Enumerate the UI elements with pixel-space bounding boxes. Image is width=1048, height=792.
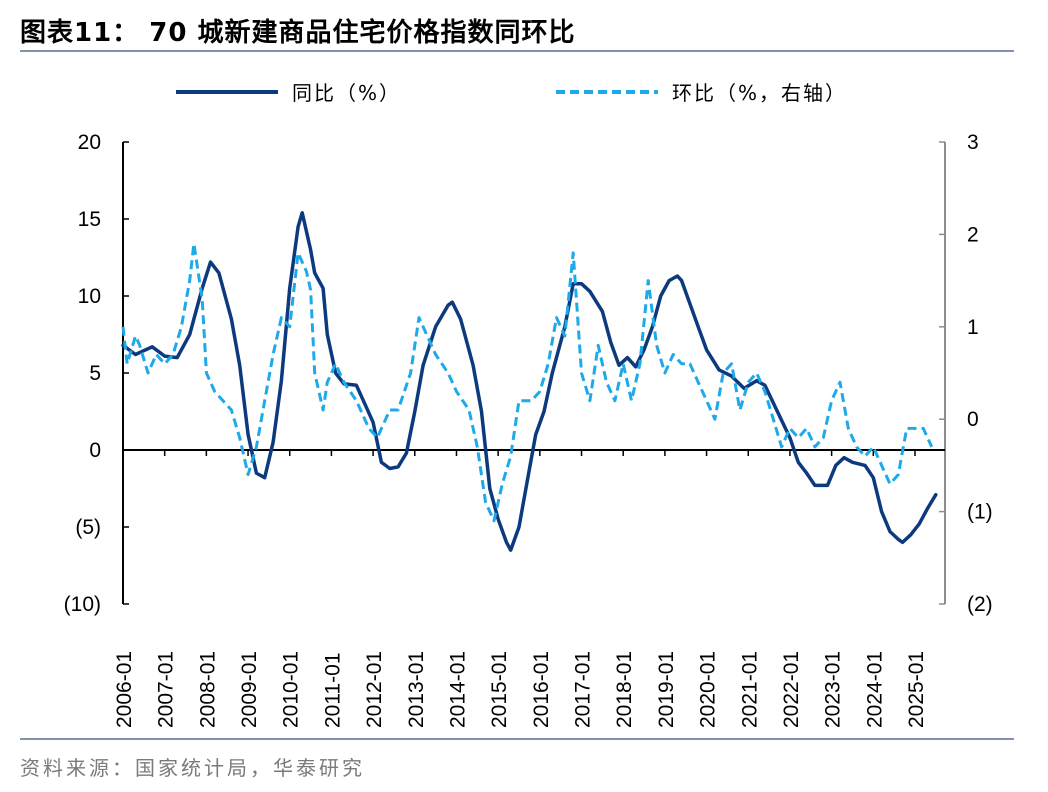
x-axis-tick-label: 2016-01 [530,651,553,728]
source-note: 资料来源：国家统计局，华泰研究 [20,756,365,780]
left-axis-tick-label: 5 [89,362,101,385]
x-axis-tick-label: 2018-01 [613,651,636,728]
right-axis-tick-label: 0 [967,408,979,431]
x-axis-tick-label: 2020-01 [697,651,720,728]
x-axis-tick-label: 2025-01 [905,651,928,728]
title-divider [20,50,1014,52]
right-axis-tick-label: (1) [967,501,993,524]
left-axis-tick-label: 0 [89,439,101,462]
right-axis-tick-label: (2) [967,593,993,616]
x-axis-tick-label: 2013-01 [405,651,428,728]
series-lines [121,211,938,552]
x-axis-tick-label: 2010-01 [280,651,303,728]
chart-canvas: 同比（%） 环比（%，右轴） 20151050(5)(10)3210(1)(2) … [64,81,993,728]
x-axis-tick-label: 2017-01 [572,651,595,728]
x-axis-tick-label: 2007-01 [155,651,178,728]
x-axis-tick-label: 2019-01 [655,651,678,728]
left-axis-tick-label: 10 [78,285,101,308]
legend-label-mom: 环比（%，右轴） [672,81,847,105]
right-axis-tick-label: 2 [967,223,979,246]
x-axis-tick-label: 2011-01 [321,652,344,728]
x-axis-tick-label: 2022-01 [780,651,803,728]
left-axis-tick-label: (5) [75,516,101,539]
series-line-yoy [121,211,938,552]
legend: 同比（%） 环比（%，右轴） [176,81,847,105]
x-axis-tick-label: 2024-01 [863,651,886,728]
right-axis-tick-label: 3 [967,131,979,154]
legend-label-yoy: 同比（%） [292,81,401,105]
x-axis-tick-label: 2023-01 [822,651,845,728]
series-line-mom [121,242,934,523]
x-axis-tick-label: 2015-01 [488,651,511,728]
x-axis-tick-label: 2008-01 [196,651,219,728]
left-axis-tick-label: 15 [78,208,101,231]
chart-title: 图表11： 70 城新建商品住宅价格指数同环比 [20,18,576,48]
left-axis-tick-label: 20 [78,131,101,154]
left-axis-tick-label: (10) [64,593,101,616]
x-axis-tick-label: 2012-01 [363,651,386,728]
x-axis-tick-label: 2021-01 [738,651,761,728]
x-axis-tick-label: 2014-01 [446,651,469,728]
x-axis-tick-label: 2009-01 [238,651,261,728]
source-divider [20,738,1014,740]
right-axis-tick-label: 1 [967,316,979,339]
x-axis-labels: 2006-01 2007-01 2008-01 2009-01 2010-01 2011-… [113,651,928,728]
x-axis-tick-label: 2006-01 [113,651,136,728]
